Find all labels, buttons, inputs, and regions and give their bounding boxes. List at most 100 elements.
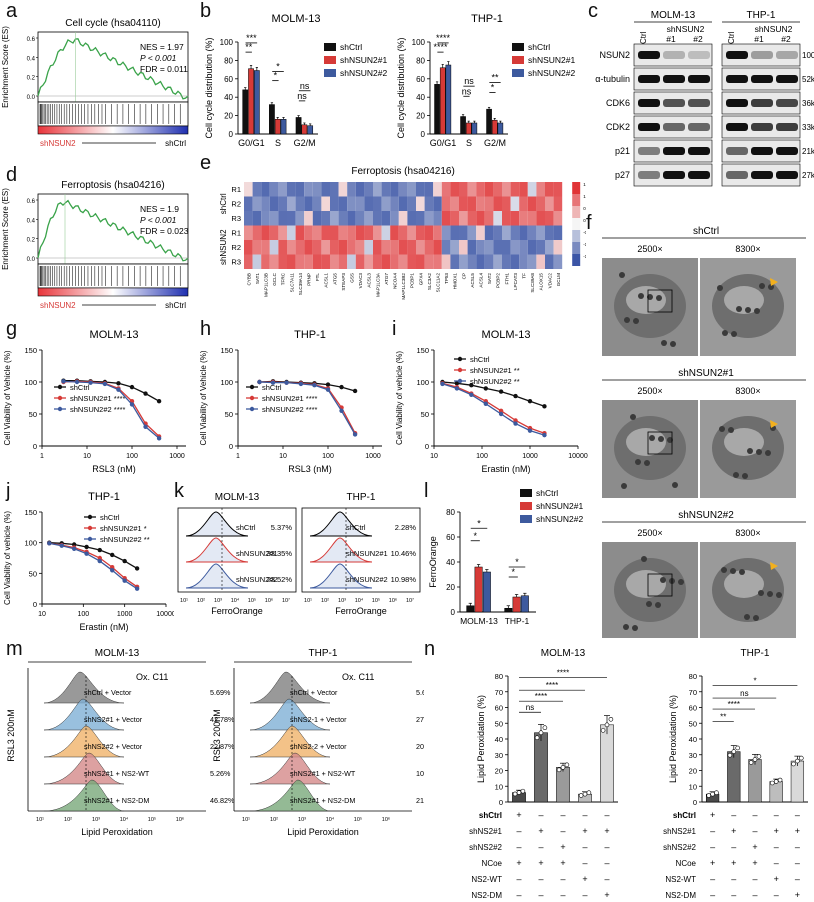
bar — [748, 759, 762, 803]
heatmap-group-label: shNSUN2 — [219, 229, 228, 265]
heatmap-cell — [407, 240, 416, 255]
y-axis-label: Cell Viability of vehicle (%) — [395, 351, 404, 445]
y-axis-label: Cell Viability of Vehicle (%) — [3, 350, 12, 445]
heatmap-cell — [347, 225, 356, 240]
data-point — [116, 387, 121, 392]
flow-histogram — [43, 671, 125, 704]
condition-sign: + — [560, 858, 565, 868]
legend-label: shNSUN2#1 — [528, 55, 576, 65]
heatmap-cell — [398, 240, 408, 255]
bar — [439, 67, 446, 135]
data-point — [542, 432, 547, 438]
flow-histogram — [249, 779, 331, 812]
legend-marker — [249, 406, 255, 412]
bar — [445, 64, 452, 135]
tem-organelle — [670, 341, 676, 347]
flow-x-tick: 10⁴ — [355, 597, 364, 604]
condition-label: NS2-DM — [665, 891, 696, 900]
wb-size-label: 100kDa — [802, 51, 814, 60]
heatmap-cell — [304, 182, 313, 197]
flow-x-tick: 10¹ — [180, 598, 188, 604]
gsea-left-label: shNSUN2 — [40, 139, 76, 148]
heatmap-col-label: FTH1 — [504, 273, 509, 285]
heatmap-col-label: TF — [522, 273, 527, 279]
significance-label: **** — [728, 700, 740, 709]
heatmap-col-label: PRNP — [307, 273, 312, 286]
heatmap-cell — [390, 211, 399, 226]
heatmap-cell — [295, 211, 305, 226]
condition-sign: + — [731, 858, 736, 868]
significance-label: ** — [720, 713, 726, 722]
gsea-title: Ferroptosis (hsa04216) — [61, 180, 164, 191]
condition-sign: – — [604, 842, 609, 852]
data-point — [706, 793, 711, 798]
wb-lane-label: #1 — [754, 34, 764, 44]
heatmap-cell — [312, 225, 322, 240]
flow-header: Ox. C11 — [136, 672, 168, 682]
data-point — [59, 543, 64, 548]
dose-response-curve — [442, 383, 545, 436]
heatmap-col-label: SLC11A2 — [436, 273, 441, 293]
condition-sign: – — [795, 842, 800, 852]
data-point — [97, 558, 102, 564]
x-category-label: G2/M — [484, 138, 506, 148]
heatmap-cell — [545, 240, 554, 255]
legend-marker — [57, 395, 63, 401]
dose-response-curve — [259, 381, 356, 435]
heatmap-cell — [295, 225, 305, 240]
tem-nucleus — [724, 428, 764, 456]
heatmap-cell — [450, 211, 459, 226]
heatmap-cell — [467, 254, 477, 269]
wb-band — [776, 51, 798, 59]
bar — [556, 767, 570, 803]
data-point — [512, 791, 518, 797]
condition-sign: – — [795, 810, 800, 820]
flow-percent: 5.63% — [416, 688, 424, 697]
heatmap-cell — [416, 196, 425, 211]
panel-label-b: b — [200, 0, 212, 22]
x-tick-label: 10 — [83, 453, 91, 460]
gsea-left-label: shNSUN2 — [40, 301, 76, 310]
heatmap-cell — [536, 225, 545, 240]
heatmap-title: Ferroptosis (hsa04216) — [351, 166, 454, 177]
significance-label: ** — [245, 42, 253, 52]
heatmap-cell — [398, 211, 408, 226]
tem-nucleus — [626, 570, 666, 598]
flow-percent: 46.82% — [210, 796, 235, 805]
heatmap-cell — [433, 240, 442, 255]
flow-x-tick: 10³ — [298, 817, 306, 823]
y-tick-label: 150 — [220, 346, 233, 355]
tem-arrow-marker — [770, 278, 778, 286]
condition-sign: + — [516, 810, 521, 820]
y-axis-label: Cell cycle distribution (%) — [204, 37, 214, 138]
wb-protein-label: CDK6 — [606, 98, 630, 108]
condition-label: NS2-DM — [471, 891, 502, 900]
y-axis-label: FerroOrange — [428, 536, 438, 588]
data-point — [284, 380, 289, 385]
significance-label: ns — [462, 86, 472, 96]
y-tick-label: 100 — [412, 38, 426, 47]
condition-sign: – — [752, 826, 757, 836]
heatmap-col-label: SAT2 — [487, 273, 492, 285]
wb-band — [638, 123, 660, 131]
wb-lane-label: #2 — [781, 34, 791, 44]
tem-organelle — [733, 472, 739, 478]
data-point — [143, 424, 148, 429]
bar — [307, 125, 314, 135]
wb-band — [638, 75, 660, 83]
heatmap-cell — [450, 254, 459, 269]
flow-title: MOLM-13 — [95, 648, 140, 659]
heatmap-cell — [519, 196, 528, 211]
legend-swatch — [324, 56, 336, 64]
condition-sign: – — [731, 890, 736, 900]
heatmap-cell — [476, 254, 485, 269]
heatmap-cell — [416, 182, 425, 197]
data-point — [469, 383, 474, 388]
heatmap-col-label: HMOX1 — [453, 273, 458, 290]
wb-band — [751, 123, 773, 131]
y-axis-label: Lipid Peroxidation (%) — [668, 695, 678, 783]
data-point — [795, 758, 800, 764]
heatmap-col-label: SLC39A8 — [530, 273, 535, 293]
heatmap-cell — [244, 211, 253, 226]
y-tick-label: 20 — [495, 767, 503, 776]
